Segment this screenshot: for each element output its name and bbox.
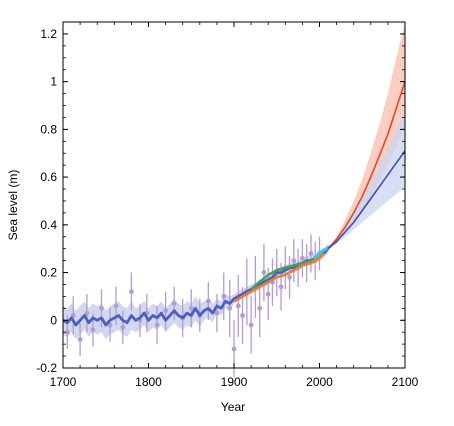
y-tick-label: 0.6 [40,170,57,184]
tide-gauge-green-line [250,254,321,291]
axes: -0.2 0 0.2 0.4 0.6 0.8 1 1.2 1700 1800 1900 2000 210… [36,21,419,389]
proxy-point [235,303,241,309]
x-tick-label: 1900 [221,375,248,389]
reconstruction-band [63,243,329,340]
proxy-point [90,327,96,333]
projection-low-band [328,112,405,249]
satellite-line [312,244,332,260]
y-tick-label: 1 [50,75,57,89]
x-tick-label: 1700 [50,375,77,389]
proxy-point [287,274,292,280]
x-tick-label: 1800 [135,375,162,389]
y-tick-label: 1.2 [40,27,57,41]
proxy-point [188,305,194,311]
y-tick-label: -0.2 [36,361,57,375]
plot-area [62,22,406,378]
x-tick-label: 2000 [306,375,333,389]
proxy-point [107,322,113,328]
proxy-point [171,301,177,306]
proxy-point [120,325,126,330]
proxy-point [99,305,104,311]
proxy-point [113,303,119,309]
y-tick-label: 0 [50,313,57,327]
proxy-point [64,329,70,335]
proxy-point [265,291,271,297]
proxy-point [84,310,90,316]
x-axis-title: Year [221,400,245,414]
proxy-point [221,294,227,299]
proxy-point [300,255,305,261]
proxy-point [214,310,220,316]
x-tick-label: 2100 [392,375,419,389]
proxy-point [154,322,160,328]
y-tick-label: 0.4 [40,218,57,232]
proxy-point [308,251,314,256]
projection-low-line [327,150,406,250]
proxy-point [163,308,169,314]
proxy-point [231,346,237,352]
proxy-point [240,313,245,318]
proxy-point [248,322,254,328]
y-tick-label: 0.8 [40,122,57,136]
proxy-point [291,258,297,264]
proxy-point [278,284,284,290]
projection-high-line [327,81,406,250]
proxy-point [257,305,263,311]
y-tick-label: 0.2 [40,266,57,280]
proxy-point [227,305,233,311]
projection-high-band [328,22,405,249]
reconstruction-line [62,247,330,327]
proxy-point [77,336,83,342]
proxy-point [205,298,211,304]
y-axis-title: Sea level (m) [6,170,20,241]
proxy-point [129,289,134,295]
proxy-point [261,270,267,275]
tide-gauge-orange-line [233,252,325,303]
